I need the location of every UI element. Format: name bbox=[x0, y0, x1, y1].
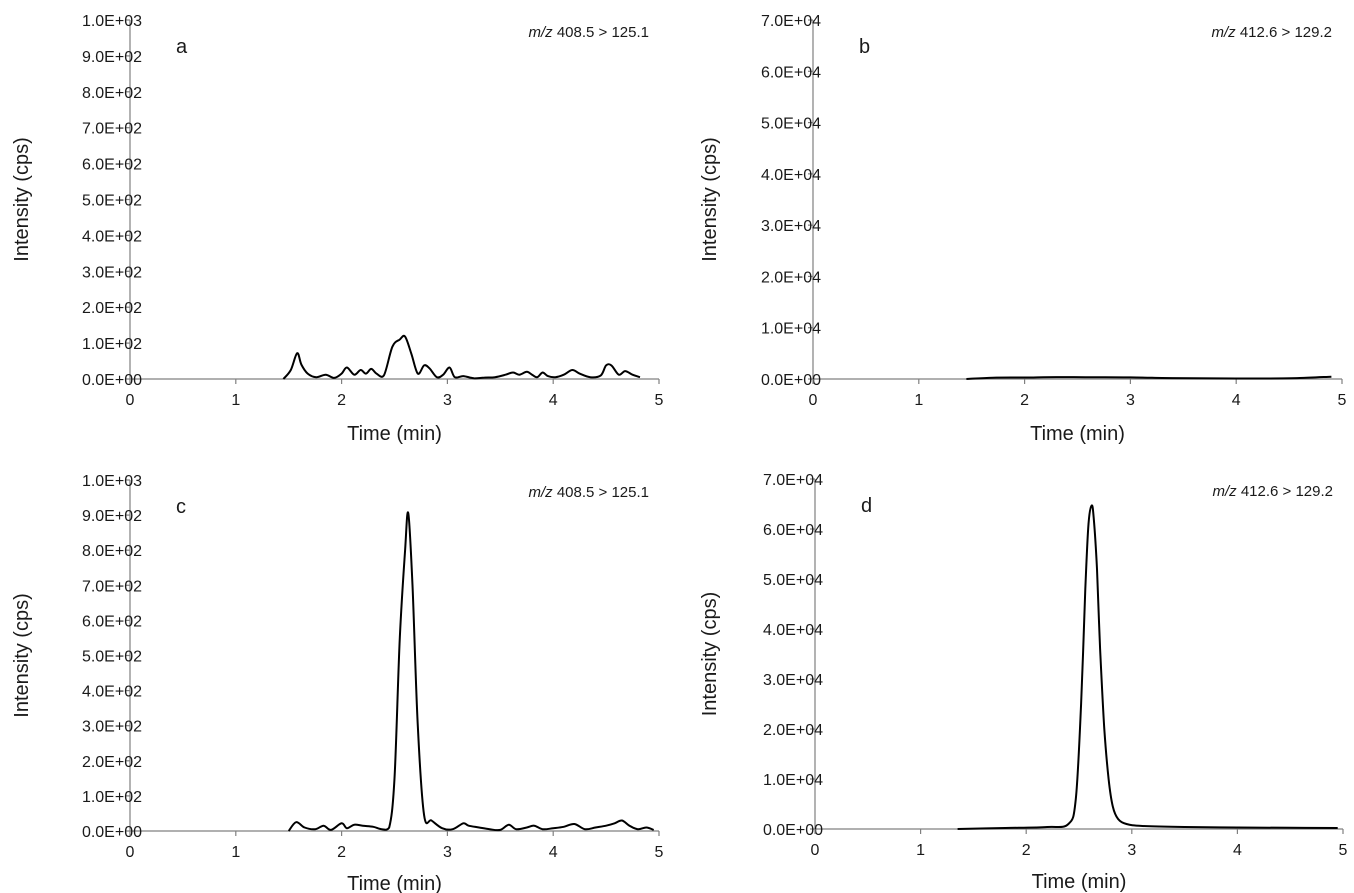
y-axis-label: Intensity (cps) bbox=[11, 593, 33, 717]
x-tick-label: 5 bbox=[655, 392, 664, 409]
x-tick-label: 3 bbox=[1126, 392, 1135, 409]
x-axis-label: Time (min) bbox=[347, 873, 442, 893]
x-axis-label: Time (min) bbox=[1030, 423, 1125, 445]
y-tick-label: 1.0E+02 bbox=[82, 789, 142, 806]
x-tick-label: 2 bbox=[1022, 842, 1031, 859]
x-tick-label: 0 bbox=[126, 844, 135, 861]
y-tick-label: 9.0E+02 bbox=[82, 508, 142, 525]
transition-annotation: m/z 408.5 > 125.1 bbox=[528, 24, 649, 41]
y-tick-label: 0.0E+00 bbox=[761, 372, 821, 389]
y-tick-label: 1.0E+04 bbox=[761, 321, 821, 338]
y-tick-label: 6.0E+04 bbox=[761, 64, 821, 81]
x-tick-label: 4 bbox=[1233, 842, 1242, 859]
y-tick-label: 7.0E+02 bbox=[82, 578, 142, 595]
mz-label: m/z bbox=[528, 484, 553, 501]
x-tick-label: 4 bbox=[549, 392, 558, 409]
transition-value: 412.6 > 129.2 bbox=[1236, 24, 1332, 41]
chromatogram-series-line bbox=[289, 512, 654, 831]
chromatogram-series-line bbox=[958, 505, 1338, 829]
transition-annotation: m/z 412.6 > 129.2 bbox=[1211, 24, 1332, 41]
chromatogram-series-line bbox=[283, 336, 640, 379]
y-tick-label: 8.0E+02 bbox=[82, 543, 142, 560]
panel-label: a bbox=[176, 36, 188, 58]
x-tick-label: 0 bbox=[811, 842, 820, 859]
x-axis-label: Time (min) bbox=[347, 423, 442, 445]
transition-value: 408.5 > 125.1 bbox=[553, 24, 649, 41]
x-tick-label: 1 bbox=[914, 392, 923, 409]
y-tick-label: 5.0E+04 bbox=[763, 572, 823, 589]
chart-panel-c: 0.0E+00 1.0E+02 2.0E+02 3.0E+02 4.0E+02 5.0E+… bbox=[11, 473, 664, 893]
y-tick-label: 1.0E+04 bbox=[763, 772, 823, 789]
y-tick-label: 4.0E+04 bbox=[761, 167, 821, 184]
y-tick-label: 6.0E+02 bbox=[82, 613, 142, 630]
y-tick-label: 0.0E+00 bbox=[82, 372, 142, 389]
transition-value: 412.6 > 129.2 bbox=[1237, 483, 1333, 500]
panel-label: b bbox=[859, 36, 870, 58]
y-tick-label: 3.0E+02 bbox=[82, 264, 142, 281]
panel-label: c bbox=[176, 496, 186, 518]
y-tick-label: 3.0E+04 bbox=[763, 672, 823, 689]
y-tick-label: 4.0E+04 bbox=[763, 622, 823, 639]
transition-annotation: m/z 412.6 > 129.2 bbox=[1212, 483, 1333, 500]
y-tick-label: 6.0E+04 bbox=[763, 522, 823, 539]
x-tick-label: 3 bbox=[443, 392, 452, 409]
x-tick-label: 3 bbox=[1127, 842, 1136, 859]
x-tick-label: 4 bbox=[549, 844, 558, 861]
x-tick-label: 5 bbox=[655, 844, 664, 861]
chart-panel-b: 0.0E+00 1.0E+04 2.0E+04 3.0E+04 4.0E+04 5.0E+… bbox=[699, 13, 1347, 445]
chart-panel-a: 0.0E+00 1.0E+02 2.0E+02 3.0E+02 4.0E+02 5.0E+… bbox=[11, 13, 664, 445]
y-tick-label: 5.0E+04 bbox=[761, 116, 821, 133]
panel-label: d bbox=[861, 495, 872, 517]
x-tick-label: 1 bbox=[916, 842, 925, 859]
transition-value: 408.5 > 125.1 bbox=[553, 484, 649, 501]
x-tick-label: 1 bbox=[231, 844, 240, 861]
mz-label: m/z bbox=[528, 24, 553, 41]
y-tick-label: 2.0E+04 bbox=[763, 722, 823, 739]
mz-label: m/z bbox=[1212, 483, 1237, 500]
y-tick-label: 0.0E+00 bbox=[82, 824, 142, 841]
y-tick-label: 2.0E+02 bbox=[82, 754, 142, 771]
y-tick-label: 7.0E+04 bbox=[763, 472, 823, 489]
x-tick-label: 5 bbox=[1338, 392, 1347, 409]
y-tick-label: 5.0E+02 bbox=[82, 649, 142, 666]
x-tick-label: 1 bbox=[231, 392, 240, 409]
y-tick-label: 1.0E+03 bbox=[82, 473, 142, 490]
y-tick-label: 7.0E+02 bbox=[82, 121, 142, 138]
y-tick-label: 8.0E+02 bbox=[82, 85, 142, 102]
y-tick-label: 2.0E+04 bbox=[761, 269, 821, 286]
x-tick-label: 4 bbox=[1232, 392, 1241, 409]
y-tick-label: 2.0E+02 bbox=[82, 300, 142, 317]
y-axis-label: Intensity (cps) bbox=[11, 137, 33, 261]
x-tick-label: 3 bbox=[443, 844, 452, 861]
y-tick-label: 5.0E+02 bbox=[82, 193, 142, 210]
y-tick-label: 4.0E+02 bbox=[82, 228, 142, 245]
y-tick-label: 1.0E+03 bbox=[82, 13, 142, 30]
y-axis-label: Intensity (cps) bbox=[699, 592, 721, 716]
x-tick-label: 5 bbox=[1339, 842, 1348, 859]
y-tick-label: 1.0E+02 bbox=[82, 336, 142, 353]
y-tick-label: 0.0E+00 bbox=[763, 822, 823, 839]
y-axis-label: Intensity (cps) bbox=[699, 137, 721, 261]
chart-panel-d: 0.0E+00 1.0E+04 2.0E+04 3.0E+04 4.0E+04 5.0E+… bbox=[699, 472, 1348, 893]
x-axis-label: Time (min) bbox=[1032, 871, 1127, 893]
transition-annotation: m/z 408.5 > 125.1 bbox=[528, 484, 649, 501]
x-tick-label: 2 bbox=[337, 392, 346, 409]
y-tick-label: 6.0E+02 bbox=[82, 157, 142, 174]
y-tick-label: 7.0E+04 bbox=[761, 13, 821, 30]
x-tick-label: 0 bbox=[809, 392, 818, 409]
mz-label: m/z bbox=[1211, 24, 1236, 41]
y-tick-label: 3.0E+02 bbox=[82, 719, 142, 736]
y-tick-label: 3.0E+04 bbox=[761, 218, 821, 235]
x-tick-label: 2 bbox=[1020, 392, 1029, 409]
x-tick-label: 0 bbox=[126, 392, 135, 409]
y-tick-label: 9.0E+02 bbox=[82, 49, 142, 66]
y-tick-label: 4.0E+02 bbox=[82, 684, 142, 701]
x-tick-label: 2 bbox=[337, 844, 346, 861]
